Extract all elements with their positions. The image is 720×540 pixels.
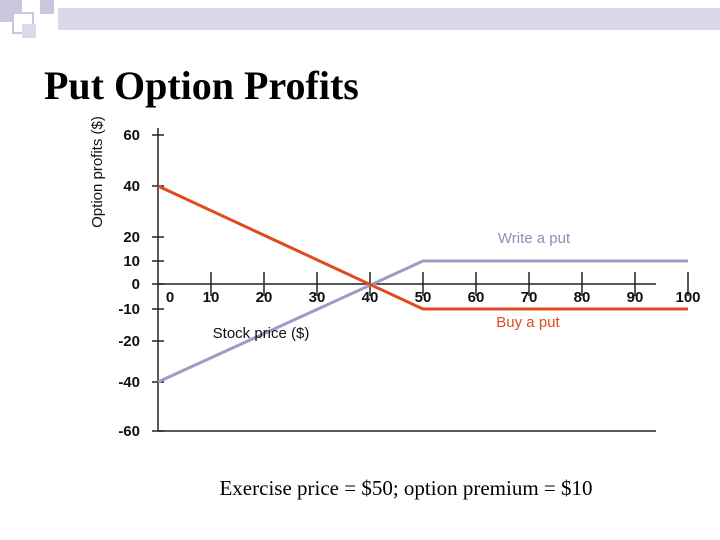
x-tick-label: 100 — [675, 289, 700, 306]
x-tick-label: 90 — [627, 289, 644, 306]
series-line-write-put — [157, 259, 688, 384]
y-tick-label: 60 — [123, 127, 140, 144]
decor-square-3 — [40, 0, 54, 14]
caption: Exercise price = $50; option premium = $… — [219, 476, 593, 500]
x-tick-label: 40 — [362, 289, 379, 306]
y-tick-label: -40 — [118, 374, 140, 391]
x-tick-label: 70 — [521, 289, 538, 306]
y-tick-label: 0 — [132, 276, 140, 293]
x-tick-label: 0 — [166, 289, 174, 306]
x-tick-label: 80 — [574, 289, 591, 306]
decor-top-bar — [58, 8, 720, 30]
series-label-buy-put: Buy a put — [496, 314, 560, 331]
decor-square-4 — [22, 24, 36, 38]
x-axis-label: Stock price ($) — [213, 325, 310, 342]
y-tick-label: -20 — [118, 333, 140, 350]
y-axis-label: Option profits ($) — [89, 116, 106, 228]
y-tick-label: 20 — [123, 229, 140, 246]
x-tick-label: 20 — [256, 289, 273, 306]
x-tick-label: 60 — [468, 289, 485, 306]
x-tick-label: 10 — [203, 289, 220, 306]
x-tick-label: 30 — [309, 289, 326, 306]
y-tick-label: 10 — [123, 253, 140, 270]
y-tick-label: -60 — [118, 423, 140, 440]
y-tick-label: -10 — [118, 301, 140, 318]
series-line-buy-put — [157, 184, 688, 311]
series-label-write-put: Write a put — [498, 230, 571, 247]
y-tick-label: 40 — [123, 178, 140, 195]
page-title: Put Option Profits — [44, 63, 359, 108]
x-tick-label: 50 — [415, 289, 432, 306]
